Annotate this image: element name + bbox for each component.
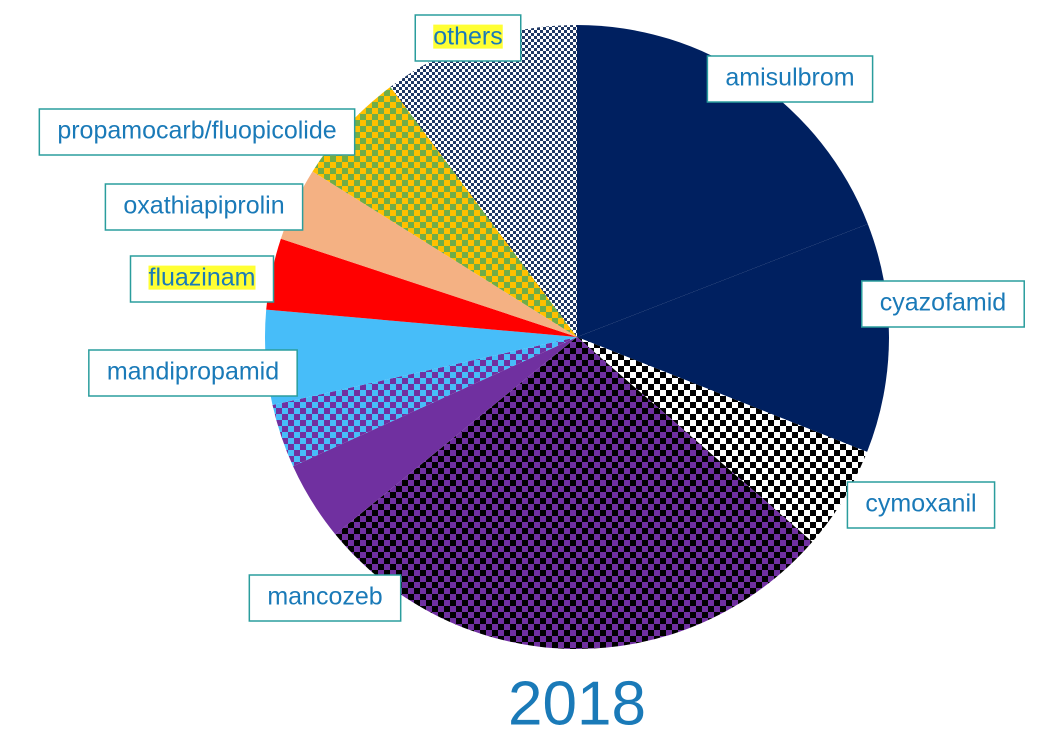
pie-slice [577,25,868,337]
label-box [846,481,996,529]
pie-slice [577,223,890,452]
label-box [861,280,1025,328]
label-box [88,349,298,397]
label-box [38,108,356,156]
slice-label: mandipropamid [107,358,279,386]
chart-title: 2018 [508,669,646,736]
slice-label: propamocarb/fluopicolide [57,117,336,145]
slice-label: others [433,23,502,51]
slice-label: amisulbrom [725,64,854,92]
pie-slice [312,86,577,337]
pie-slice [577,337,868,542]
label-box [248,574,402,622]
label-box [706,55,874,103]
label-box [104,183,304,231]
pie-slice [265,309,577,406]
pie-slice [266,238,577,337]
slice-label: mancozeb [267,583,382,611]
pie-slice [280,171,577,337]
pie-slice [335,337,813,649]
slice-label: cymoxanil [865,490,976,518]
slice-label: cyazofamid [880,289,1006,317]
pie-slice [272,337,577,467]
pie-slice [390,24,577,337]
label-highlight [433,24,503,49]
slice-label: oxathiapiprolin [123,192,284,220]
label-highlight [148,265,256,290]
pie-slice [293,337,577,535]
slice-label: fluazinam [149,264,256,292]
